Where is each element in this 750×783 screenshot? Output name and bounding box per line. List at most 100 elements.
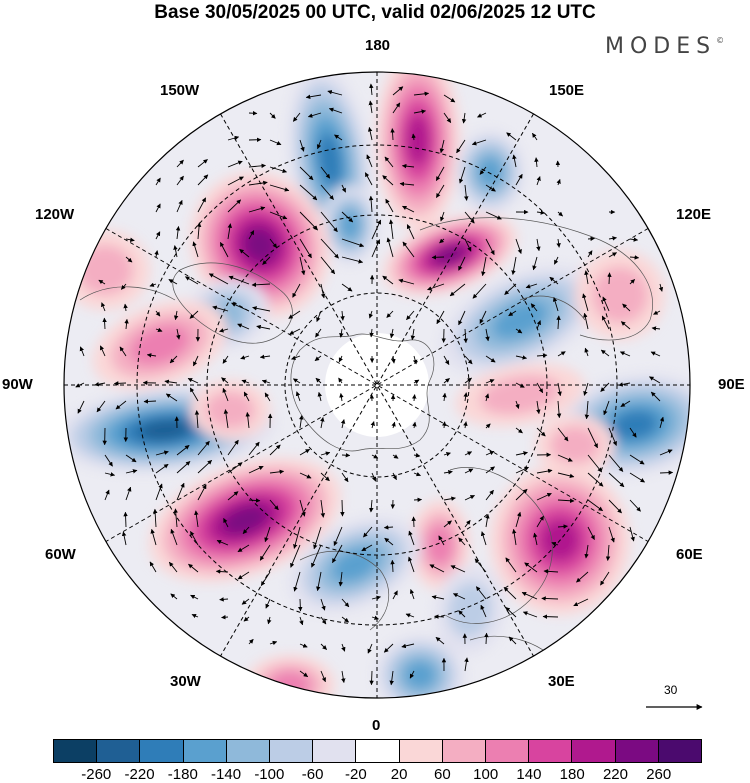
colorbar-cell (572, 740, 616, 762)
wind-arrow (243, 616, 250, 622)
wind-arrow (515, 238, 522, 254)
wind-arrow (123, 303, 128, 312)
wind-arrow (341, 283, 353, 292)
wind-arrow (442, 392, 447, 402)
wind-arrow (620, 400, 631, 407)
wind-arrow (605, 544, 611, 561)
wind-arrow (256, 324, 271, 330)
wind-arrow (311, 544, 322, 568)
wind-arrow (290, 544, 301, 568)
wind-arrow (608, 472, 625, 488)
wind-arrow (361, 544, 373, 552)
wind-arrow (429, 564, 445, 573)
wind-arrow (155, 327, 163, 332)
wind-arrow (237, 544, 250, 553)
wind-arrow (392, 102, 401, 114)
wind-arrow (315, 377, 322, 384)
wind-arrow (536, 468, 553, 474)
wind-arrow (651, 326, 661, 331)
wind-arrow (299, 499, 306, 517)
wind-arrow (292, 378, 301, 384)
wind-arrow (608, 236, 617, 241)
wind-arrow (587, 236, 595, 242)
wind-arrow (556, 178, 561, 186)
anomaly-contour (270, 671, 310, 698)
wind-arrow (316, 571, 322, 592)
wind-arrow (413, 379, 420, 385)
wind-arrow (515, 173, 523, 186)
wind-arrow (265, 598, 271, 609)
wind-arrow (409, 589, 415, 600)
colorbar-cell (399, 740, 443, 762)
colorbar-tick-label: 60 (434, 766, 451, 783)
wind-arrow (506, 132, 517, 141)
colorbar-cell (615, 740, 659, 762)
wind-arrow (125, 469, 138, 474)
wind-arrow (557, 472, 575, 479)
wind-arrow (340, 499, 345, 517)
wind-arrow (176, 444, 190, 456)
wind-arrow (150, 528, 157, 546)
wind-arrow (557, 427, 569, 442)
wind-arrow (413, 472, 421, 477)
wind-arrow (659, 416, 665, 429)
map-title: Base 30/05/2025 00 UTC, valid 02/06/2025… (154, 2, 596, 23)
wind-arrow (197, 459, 213, 474)
wind-arrow (317, 391, 323, 402)
anomaly-contour (612, 410, 658, 440)
wind-arrow (155, 177, 161, 186)
wind-arrow (173, 508, 178, 528)
wind-arrow (649, 376, 661, 384)
wind-arrow (386, 237, 394, 258)
wind-arrow (155, 463, 169, 474)
wind-arrow (411, 133, 416, 141)
wind-arrow (371, 595, 381, 600)
wind-arrow (475, 586, 487, 600)
wind-arrow (390, 559, 395, 573)
wind-arrow (269, 444, 281, 456)
wind-arrow (341, 472, 349, 483)
wind-arrow (525, 283, 538, 289)
wind-arrow (629, 526, 635, 542)
wind-arrow (449, 283, 466, 297)
wind-arrow (191, 613, 199, 619)
wind-arrow (299, 238, 312, 259)
wind-arrow (320, 166, 331, 179)
wind-arrow (245, 412, 250, 429)
wind-arrow (313, 526, 322, 550)
wind-arrow (573, 598, 589, 607)
wind-arrow (169, 355, 178, 364)
wind-arrow (485, 238, 495, 256)
wind-arrow (125, 486, 132, 501)
wind-arrow (402, 241, 415, 258)
wind-arrow (299, 256, 306, 276)
wind-arrow (413, 109, 426, 114)
wind-arrow (176, 328, 181, 340)
wind-arrow (248, 180, 268, 186)
wind-arrow (299, 415, 304, 429)
wind-arrow (453, 593, 466, 600)
wind-arrow (443, 470, 453, 475)
colorbar-tick-label: 180 (559, 766, 585, 783)
wind-arrow (536, 427, 546, 437)
wind-arrow (533, 532, 538, 546)
wind-arrow (264, 392, 271, 402)
colorbar-tick-label: -100 (254, 766, 285, 783)
colorbar-cell (54, 740, 98, 762)
wind-arrow (587, 526, 595, 540)
wind-arrow (556, 315, 561, 330)
wind-arrow (583, 312, 589, 330)
wind-arrow (388, 219, 394, 240)
coastline (444, 467, 553, 624)
lon-label-90w: 90W (2, 376, 33, 393)
wind-arrow (629, 255, 640, 260)
wind-arrow (536, 382, 544, 394)
map-boundary (63, 71, 691, 699)
wind-arrow (176, 159, 184, 168)
wind-arrow (368, 100, 374, 114)
wind-arrow (461, 112, 467, 124)
wind-arrow (190, 594, 199, 600)
colorbar-tick-label: 140 (516, 766, 542, 783)
wind-arrow (530, 303, 538, 312)
wind-arrow (477, 112, 487, 118)
